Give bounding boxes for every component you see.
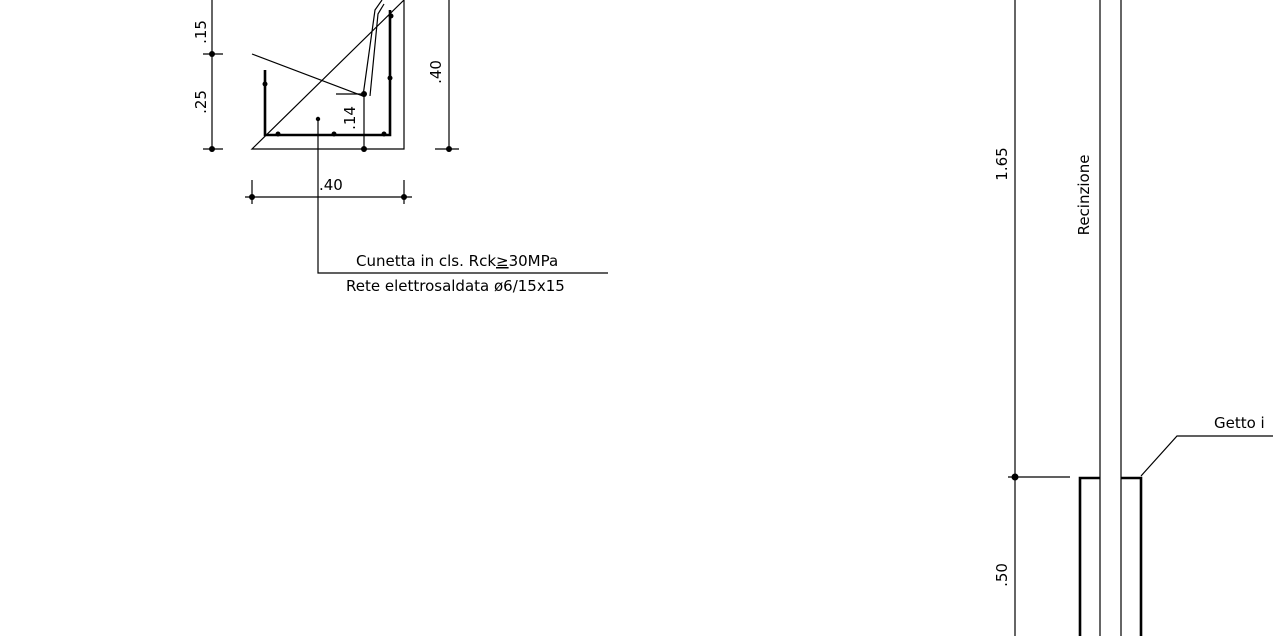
note-line-1: Cunetta in cls. Rck≥30MPa bbox=[356, 252, 558, 270]
dim-label-top-left: .15 bbox=[192, 20, 210, 44]
foundation-block bbox=[1078, 476, 1143, 636]
rebar-dot bbox=[387, 75, 393, 81]
note-leader bbox=[317, 119, 608, 274]
dim-label-right-height: .40 bbox=[427, 60, 445, 84]
rebar-dot bbox=[381, 131, 387, 137]
note-line-2: Rete elettrosaldata ø6/15x15 bbox=[346, 277, 565, 295]
fence-label: Recinzione bbox=[1075, 155, 1093, 236]
dim-label-bottom-width: .40 bbox=[319, 176, 343, 194]
reinforcement-mesh bbox=[263, 10, 392, 137]
dim-label-inner: .14 bbox=[341, 106, 359, 130]
rebar-dot bbox=[388, 13, 394, 19]
gutter-section: .15 .25 .14 .40 .40 Cunetta in cls. Rck≥… bbox=[192, 0, 608, 295]
rebar-dot bbox=[275, 131, 281, 137]
reinforcement-mesh-inner bbox=[369, 3, 385, 97]
dim-label-fence-upper: 1.65 bbox=[993, 147, 1011, 180]
foundation-leader bbox=[1140, 435, 1273, 477]
dim-label-bottom-left: .25 bbox=[192, 90, 210, 114]
dim-label-fence-lower: .50 bbox=[993, 563, 1011, 587]
rebar-dot bbox=[262, 81, 268, 87]
gutter-outline bbox=[250, 0, 405, 150]
rebar-dot bbox=[331, 131, 337, 137]
foundation-leader-text: Getto i bbox=[1214, 414, 1265, 432]
fence-section: 1.65 .50 Recinzione Getto i bbox=[993, 0, 1273, 636]
